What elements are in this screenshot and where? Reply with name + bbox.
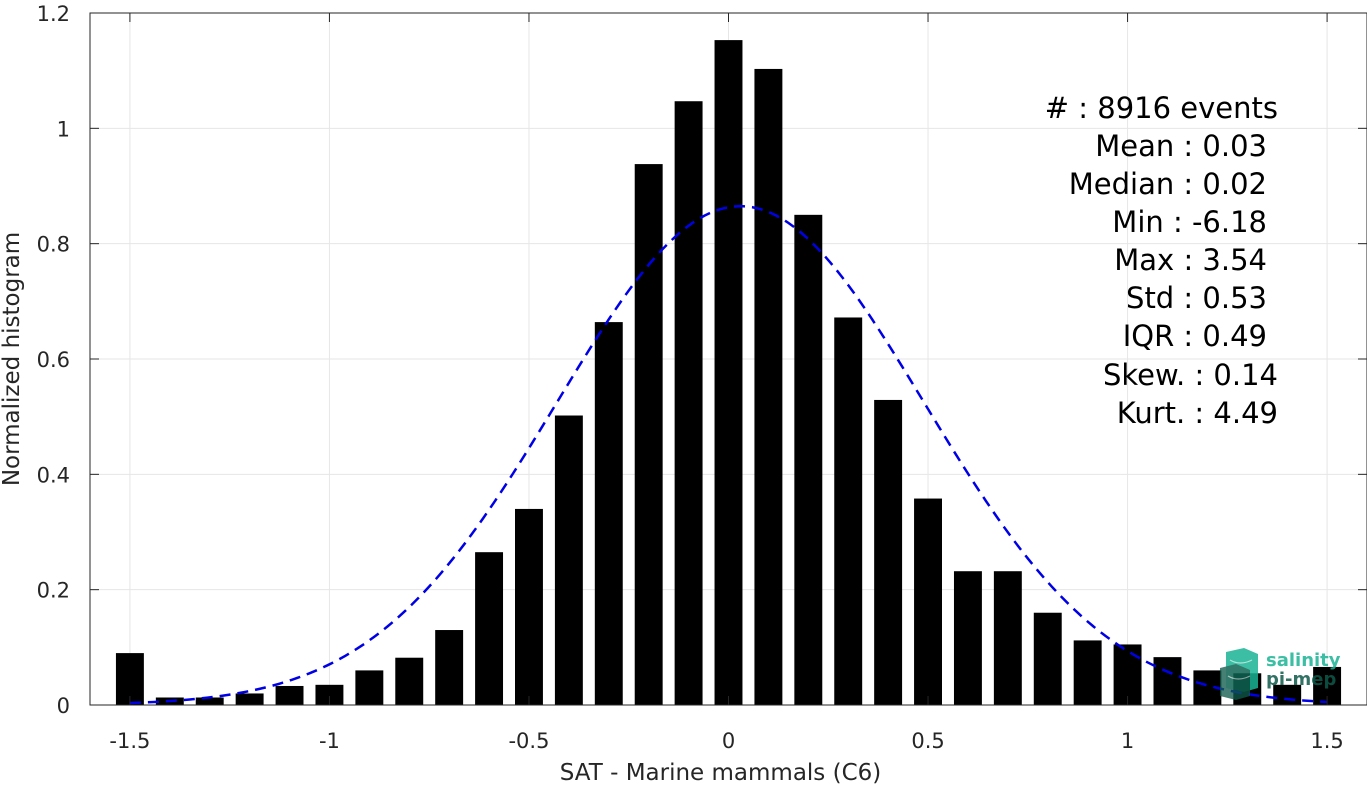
x-tick-label: 1.5 [1310,729,1343,753]
histogram-bar [355,670,384,705]
y-tick-label: 1 [57,117,70,141]
logo-text-pi-mep: pi-mep [1266,669,1336,690]
histogram-bar [953,571,982,705]
histogram-bar [754,68,783,706]
histogram-bar [515,508,543,705]
histogram-bar [914,498,942,705]
histogram-bar [395,657,424,705]
histogram-bar [554,415,583,705]
y-tick-label: 0.2 [37,579,70,603]
histogram-bar [315,684,344,705]
histogram-bar [1113,644,1142,705]
histogram-bar [195,697,224,705]
histogram-bar [634,164,663,705]
stat-kurt: Kurt. : 4.49 [1117,396,1278,430]
histogram-bar [275,685,304,705]
x-tick-label: -1 [319,729,340,753]
histogram-bar [235,693,264,705]
y-tick-label: 0 [57,694,70,718]
histogram-bar [475,552,504,705]
x-axis-label: SAT - Marine mammals (C6) [560,760,882,785]
histogram-bar [834,317,863,705]
stat-mean: Mean : 0.03 [1095,129,1267,163]
stat-skew: Skew. : 0.14 [1103,358,1278,392]
histogram-bar [874,399,903,705]
logo-text-salinity: salinity [1266,650,1341,671]
y-tick-label: 0.4 [37,463,70,487]
histogram-bar [714,40,743,705]
y-tick-labels: 0 0.2 0.4 0.6 0.8 1 1.2 [37,2,70,718]
axis-ticks [90,12,1367,706]
stat-count: # : 8916 events [1045,91,1278,125]
histogram-bar [1153,657,1182,705]
statistics-box: # : 8916 events Mean : 0.03 Median : 0.0… [1045,91,1278,430]
y-tick-label: 0.6 [37,348,70,372]
x-tick-label: 0 [722,729,735,753]
x-tick-label: -0.5 [508,729,549,753]
gaussian-fit-curve [129,204,1328,705]
bars [115,40,1342,706]
histogram-bar [1033,612,1062,705]
x-tick-label: 1 [1121,729,1134,753]
stat-min: Min : -6.18 [1112,205,1267,239]
y-tick-label: 1.2 [37,2,70,26]
x-tick-label: -1.5 [109,729,150,753]
stat-iqr: IQR : 0.49 [1123,319,1267,353]
logo-wave-icon [1220,648,1258,700]
histogram-bar [1073,640,1102,705]
histogram-bar [674,101,703,706]
histogram-bar [993,571,1022,705]
x-tick-label: 0.5 [911,729,944,753]
histogram-bar [794,214,823,706]
histogram-bar [435,630,464,705]
stat-median: Median : 0.02 [1069,167,1267,201]
histogram-bar [594,322,623,705]
stat-std: Std : 0.53 [1126,281,1267,315]
x-tick-labels: -1.5 -1 -0.5 0 0.5 1 1.5 [109,729,1343,753]
y-axis-label: Normalized histogram [0,232,25,486]
y-tick-label: 0.8 [37,233,70,257]
stat-max: Max : 3.54 [1114,243,1267,277]
salinity-pi-mep-logo: salinity pi-mep [1220,648,1341,700]
